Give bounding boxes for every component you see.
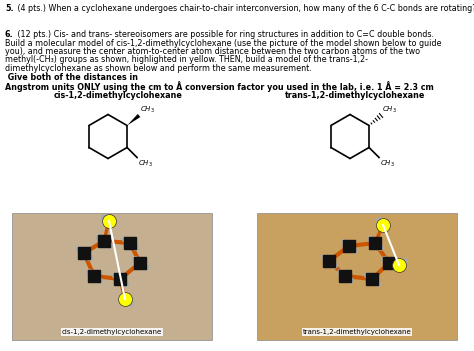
Text: (4 pts.) When a cyclohexane undergoes chair-to-chair interconversion, how many o: (4 pts.) When a cyclohexane undergoes ch… <box>15 4 474 13</box>
Bar <box>257 213 457 340</box>
Text: 6.: 6. <box>5 30 14 39</box>
Text: $CH_3$: $CH_3$ <box>382 104 397 114</box>
Text: trans-1,2-dimethylcyclohexane: trans-1,2-dimethylcyclohexane <box>285 92 425 100</box>
Text: methyl(-CH₃) groups as shown, highlighted in yellow. THEN, build a model of the : methyl(-CH₃) groups as shown, highlighte… <box>5 55 368 65</box>
Text: (12 pts.) Cis- and trans- stereoisomers are possible for ring structures in addi: (12 pts.) Cis- and trans- stereoisomers … <box>15 30 434 39</box>
Text: cis-1,2-dimethylcyclohexane: cis-1,2-dimethylcyclohexane <box>54 92 182 100</box>
Polygon shape <box>127 114 140 126</box>
Text: 5.: 5. <box>5 4 14 13</box>
Text: Angstrom units ONLY using the cm to Å conversion factor you used in the lab, i.e: Angstrom units ONLY using the cm to Å co… <box>5 81 434 92</box>
Bar <box>12 213 212 340</box>
Text: you), and measure the center atom-to-center atom distance between the two carbon: you), and measure the center atom-to-cen… <box>5 47 420 56</box>
Text: Give both of the distances in: Give both of the distances in <box>5 73 138 81</box>
Text: $CH_3$: $CH_3$ <box>140 104 155 114</box>
Text: $CH_3$: $CH_3$ <box>380 159 395 169</box>
Text: trans-1,2-dimethylcyclohexane: trans-1,2-dimethylcyclohexane <box>302 329 411 335</box>
Text: cis-1,2-dimethylcyclohexane: cis-1,2-dimethylcyclohexane <box>62 329 162 335</box>
Text: $CH_3$: $CH_3$ <box>138 159 153 169</box>
Text: Build a molecular model of cis-1,2-dimethylcyclohexane (use the picture of the m: Build a molecular model of cis-1,2-dimet… <box>5 39 441 47</box>
Text: dimethylcyclohexane as shown below and perform the same measurement.: dimethylcyclohexane as shown below and p… <box>5 64 312 73</box>
